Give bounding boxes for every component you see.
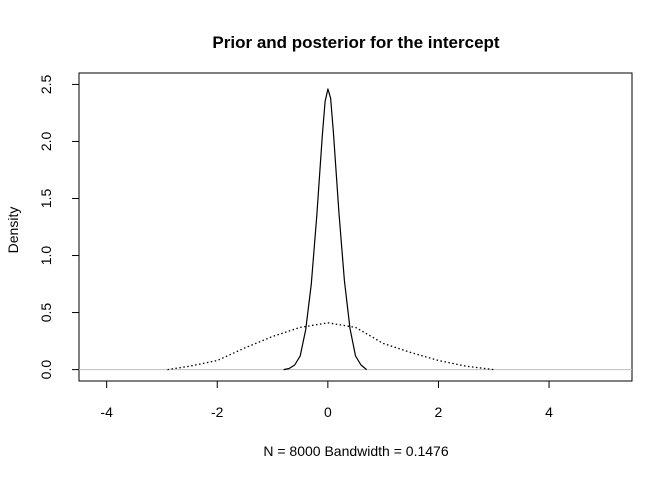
y-axis-label: Density xyxy=(5,207,21,254)
x-tick-label: 0 xyxy=(324,404,332,420)
x-tick-label: 4 xyxy=(545,404,553,420)
chart-title: Prior and posterior for the intercept xyxy=(212,33,499,52)
x-axis-label: N = 8000 Bandwidth = 0.1476 xyxy=(263,443,448,459)
y-tick-label: 1.5 xyxy=(38,189,54,209)
y-axis: 0.0 0.5 1.0 1.5 2.0 2.5 xyxy=(38,74,80,380)
solid-density-curve xyxy=(283,88,367,371)
y-tick-label: 0.0 xyxy=(38,360,54,380)
x-axis: -4 -2 0 2 4 xyxy=(100,380,553,420)
series-layer xyxy=(167,88,494,371)
x-tick-label: -4 xyxy=(100,404,113,420)
y-tick-label: 2.0 xyxy=(38,132,54,152)
plot-frame xyxy=(78,72,633,382)
x-tick-label: 2 xyxy=(435,404,443,420)
x-tick-label: -2 xyxy=(211,404,224,420)
dotted-density-curve xyxy=(167,322,494,371)
y-tick-label: 0.5 xyxy=(38,303,54,323)
y-tick-label: 2.5 xyxy=(38,74,54,94)
y-tick-label: 1.0 xyxy=(38,246,54,266)
